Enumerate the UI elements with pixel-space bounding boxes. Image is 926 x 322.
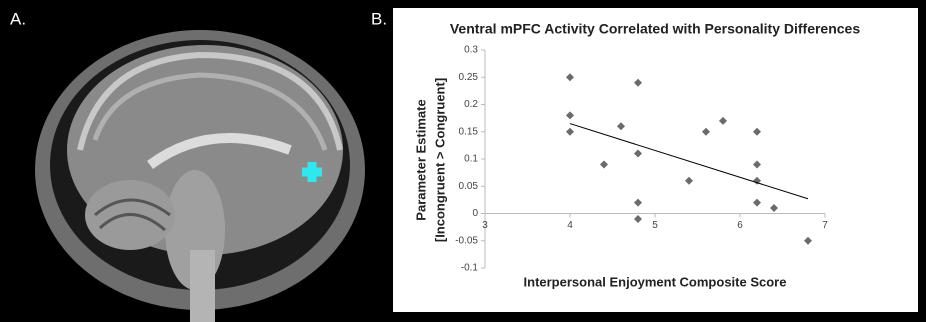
x-tick-label: 3 <box>482 220 488 231</box>
figure: A. B. Ventral mPFC Activity Correlated w… <box>0 0 926 322</box>
y-axis-label: Parameter Estimate <box>413 99 428 220</box>
y-tick-label: 0.15 <box>459 126 479 137</box>
page: A. B. Ventral mPFC Activity Correlated w… <box>0 0 926 322</box>
x-tick-label: 6 <box>737 220 743 231</box>
y-tick-label: 0.25 <box>459 72 479 83</box>
chart-title: Ventral mPFC Activity Correlated with Pe… <box>450 21 860 37</box>
y-tick-label: -0.05 <box>455 235 478 246</box>
y-tick-label: 0 <box>472 208 478 219</box>
x-tick-label: 7 <box>822 220 828 231</box>
y-tick-label: 0.3 <box>464 45 478 56</box>
panel-label: B. <box>371 9 387 28</box>
x-tick-label: 5 <box>652 220 658 231</box>
panel-label: A. <box>10 9 26 28</box>
y-tick-label: 0.05 <box>459 181 479 192</box>
y-tick-label: 0.2 <box>464 99 478 110</box>
y-tick-label: 0.1 <box>464 154 478 165</box>
x-axis-label: Interpersonal Enjoyment Composite Score <box>524 274 787 289</box>
y-tick-label: -0.1 <box>461 263 479 274</box>
y-axis-label: [Incongruent > Congruent] <box>432 78 447 242</box>
x-tick-label: 4 <box>567 220 573 231</box>
